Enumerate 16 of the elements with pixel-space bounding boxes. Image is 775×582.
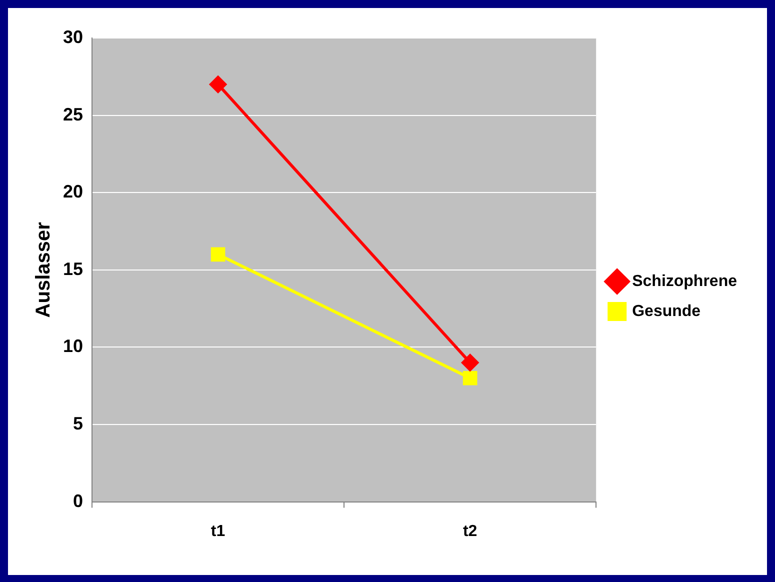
point	[210, 247, 226, 262]
y-tick-label: 5	[73, 413, 84, 434]
y-tick-label: 10	[62, 336, 84, 356]
y-tick-label: 25	[62, 104, 84, 124]
point	[462, 370, 478, 386]
y-tick-label: 20	[62, 182, 84, 202]
point	[462, 354, 479, 372]
x-tick-label: t1	[210, 522, 226, 540]
legend-label: Schizophrene	[632, 272, 738, 290]
y-axis-title: Auslasser	[32, 222, 55, 318]
point	[210, 76, 227, 93]
y-tick-label: 30	[62, 26, 84, 47]
y-tick-label: 0	[73, 490, 84, 511]
y-tick-label: 15	[62, 258, 84, 279]
legend-label: Gesunde	[632, 302, 701, 320]
x-tick-label: t2	[462, 522, 478, 540]
